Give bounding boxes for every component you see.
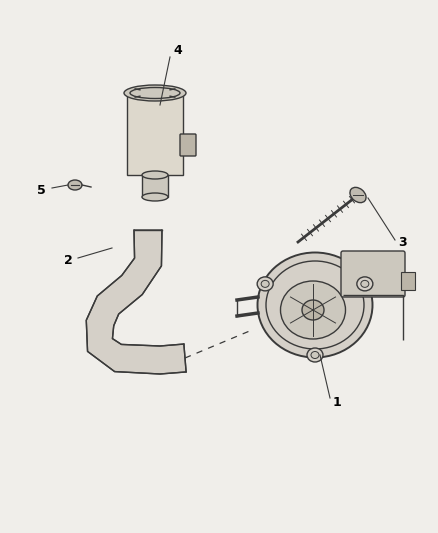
Ellipse shape bbox=[142, 171, 168, 179]
Ellipse shape bbox=[361, 280, 369, 287]
FancyBboxPatch shape bbox=[341, 251, 405, 297]
Text: 3: 3 bbox=[398, 236, 406, 248]
Text: 2: 2 bbox=[64, 254, 73, 266]
Bar bbox=[142, 175, 168, 197]
Ellipse shape bbox=[357, 277, 373, 291]
FancyBboxPatch shape bbox=[180, 134, 196, 156]
Ellipse shape bbox=[257, 277, 273, 291]
Ellipse shape bbox=[258, 253, 372, 358]
Ellipse shape bbox=[302, 300, 324, 320]
Bar bbox=[401, 272, 415, 290]
Ellipse shape bbox=[124, 85, 186, 101]
Text: 1: 1 bbox=[333, 397, 342, 409]
Bar bbox=[127, 95, 183, 175]
Polygon shape bbox=[86, 230, 186, 374]
Ellipse shape bbox=[311, 351, 319, 359]
Ellipse shape bbox=[307, 348, 323, 362]
Ellipse shape bbox=[68, 180, 82, 190]
Ellipse shape bbox=[130, 87, 180, 99]
Ellipse shape bbox=[280, 281, 346, 339]
Ellipse shape bbox=[266, 261, 364, 349]
Text: 4: 4 bbox=[173, 44, 182, 56]
Ellipse shape bbox=[261, 280, 269, 287]
Text: 5: 5 bbox=[37, 183, 46, 197]
Ellipse shape bbox=[142, 193, 168, 201]
Ellipse shape bbox=[350, 188, 366, 203]
